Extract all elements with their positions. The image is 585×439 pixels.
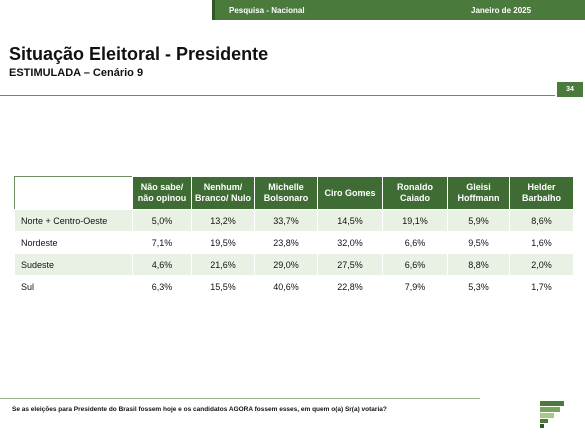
column-header: Gleisi Hoffmann [447, 176, 510, 210]
value-cell: 9,5% [447, 231, 510, 254]
value-cell: 27,5% [317, 253, 383, 276]
top-banner: Pesquisa - Nacional Janeiro de 2025 [212, 0, 585, 20]
value-cell: 22,8% [317, 275, 383, 298]
value-cell: 1,6% [509, 231, 574, 254]
table-row: Sul 6,3% 15,5% 40,6% 22,8% 7,9% 5,3% 1,7… [14, 275, 574, 298]
question-footnote: Se as eleições para Presidente do Brasil… [12, 406, 387, 413]
column-header: Ciro Gomes [317, 176, 383, 210]
value-cell: 23,8% [254, 231, 318, 254]
value-cell: 6,6% [382, 253, 448, 276]
footer-divider [0, 398, 480, 399]
column-header: Michelle Bolsonaro [254, 176, 318, 210]
value-cell: 29,0% [254, 253, 318, 276]
survey-label: Pesquisa - Nacional [229, 5, 305, 15]
region-cell: Sul [14, 275, 133, 298]
value-cell: 15,5% [191, 275, 255, 298]
value-cell: 13,2% [191, 209, 255, 232]
value-cell: 19,5% [191, 231, 255, 254]
column-header: Nenhum/Branco/ Nulo [191, 176, 255, 210]
value-cell: 19,1% [382, 209, 448, 232]
region-cell: Norte + Centro-Oeste [14, 209, 133, 232]
table-row: Norte + Centro-Oeste 5,0% 13,2% 33,7% 14… [14, 209, 574, 232]
header-corner [14, 176, 133, 210]
value-cell: 5,9% [447, 209, 510, 232]
region-cell: Nordeste [14, 231, 133, 254]
value-cell: 6,6% [382, 231, 448, 254]
table-row: Nordeste 7,1% 19,5% 23,8% 32,0% 6,6% 9,5… [14, 231, 574, 254]
value-cell: 40,6% [254, 275, 318, 298]
column-header: Ronaldo Caiado [382, 176, 448, 210]
value-cell: 21,6% [191, 253, 255, 276]
stacked-bars-logo-icon [540, 401, 564, 428]
date-label: Janeiro de 2025 [471, 5, 532, 15]
banner-separator [212, 0, 215, 20]
value-cell: 4,6% [132, 253, 192, 276]
value-cell: 1,7% [509, 275, 574, 298]
value-cell: 33,7% [254, 209, 318, 232]
table-row: Sudeste 4,6% 21,6% 29,0% 27,5% 6,6% 8,8%… [14, 253, 574, 276]
page-title: Situação Eleitoral - Presidente [9, 44, 269, 64]
value-cell: 5,0% [132, 209, 192, 232]
value-cell: 14,5% [317, 209, 383, 232]
value-cell: 7,9% [382, 275, 448, 298]
value-cell: 7,1% [132, 231, 192, 254]
value-cell: 8,8% [447, 253, 510, 276]
table-header-row: Não sabe/não opinou Nenhum/Branco/ Nulo … [14, 176, 574, 210]
value-cell: 2,0% [509, 253, 574, 276]
results-table: Não sabe/não opinou Nenhum/Branco/ Nulo … [14, 176, 574, 298]
value-cell: 8,6% [509, 209, 574, 232]
value-cell: 32,0% [317, 231, 383, 254]
region-cell: Sudeste [14, 253, 133, 276]
header-divider [0, 95, 555, 96]
value-cell: 6,3% [132, 275, 192, 298]
page-number-badge: 34 [557, 82, 583, 97]
column-header: Helder Barbalho [509, 176, 574, 210]
page-subtitle: ESTIMULADA – Cenário 9 [9, 67, 144, 79]
column-header: Não sabe/não opinou [132, 176, 192, 210]
value-cell: 5,3% [447, 275, 510, 298]
